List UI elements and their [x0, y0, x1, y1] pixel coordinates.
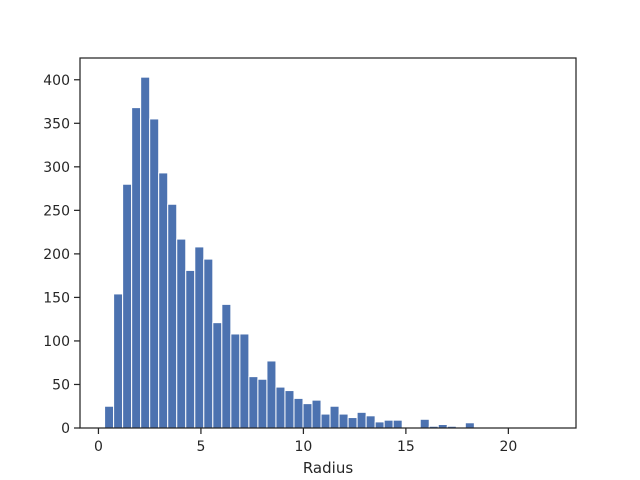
y-tick-label: 100	[43, 334, 70, 350]
x-tick-label: 15	[397, 439, 415, 455]
x-tick-label: 20	[499, 439, 517, 455]
histogram-bar	[347, 417, 358, 429]
histogram-bar	[464, 422, 475, 429]
histogram-bar	[221, 303, 232, 429]
histogram-bar	[329, 405, 340, 429]
histogram-bar	[302, 403, 313, 429]
histogram-bar	[230, 333, 241, 429]
x-axis: 0 5 10 15 20	[94, 428, 517, 455]
histogram-bar	[212, 322, 223, 429]
histogram-bar	[365, 415, 376, 429]
histogram-bar	[383, 419, 394, 429]
histogram-bar	[185, 269, 196, 429]
bars-group	[104, 76, 475, 429]
x-tick-label: 5	[196, 439, 205, 455]
y-tick-label: 150	[43, 290, 70, 306]
y-tick-label: 200	[43, 247, 70, 263]
histogram-bar	[203, 258, 214, 429]
histogram-bar	[275, 386, 286, 429]
y-tick-label: 250	[43, 203, 70, 219]
histogram-bar	[176, 238, 187, 429]
y-tick-label: 0	[61, 421, 70, 437]
histogram-bar	[104, 405, 115, 429]
histogram-bar	[122, 183, 133, 429]
x-tick-label: 10	[294, 439, 312, 455]
y-tick-label: 350	[43, 116, 70, 132]
histogram-bar	[113, 293, 124, 429]
histogram-bar	[338, 413, 349, 429]
histogram-bar	[419, 418, 430, 429]
histogram-bar	[392, 419, 403, 429]
histogram-bar	[320, 413, 331, 429]
histogram-bar	[293, 397, 304, 429]
y-tick-label: 50	[52, 377, 70, 393]
histogram-bar	[257, 378, 268, 429]
histogram-bar	[239, 333, 250, 429]
histogram-bar	[284, 390, 295, 429]
y-tick-label: 400	[43, 73, 70, 89]
histogram-bar	[374, 421, 385, 429]
x-tick-label: 0	[94, 439, 103, 455]
histogram-bar	[248, 376, 259, 429]
histogram-bar	[167, 203, 178, 429]
plot-frame	[79, 57, 577, 429]
histogram-bar	[158, 172, 169, 429]
histogram-bar	[140, 76, 151, 429]
x-axis-label: Radius	[303, 459, 353, 477]
y-axis: 0 50 100 150 200 250 300 350 400	[43, 73, 80, 437]
histogram-bar	[311, 399, 322, 429]
histogram-bar	[266, 360, 277, 429]
histogram-bar	[131, 107, 142, 429]
histogram-bar	[356, 411, 367, 429]
histogram-bar	[194, 246, 205, 429]
y-tick-label: 300	[43, 160, 70, 176]
histogram-bar	[149, 118, 160, 429]
